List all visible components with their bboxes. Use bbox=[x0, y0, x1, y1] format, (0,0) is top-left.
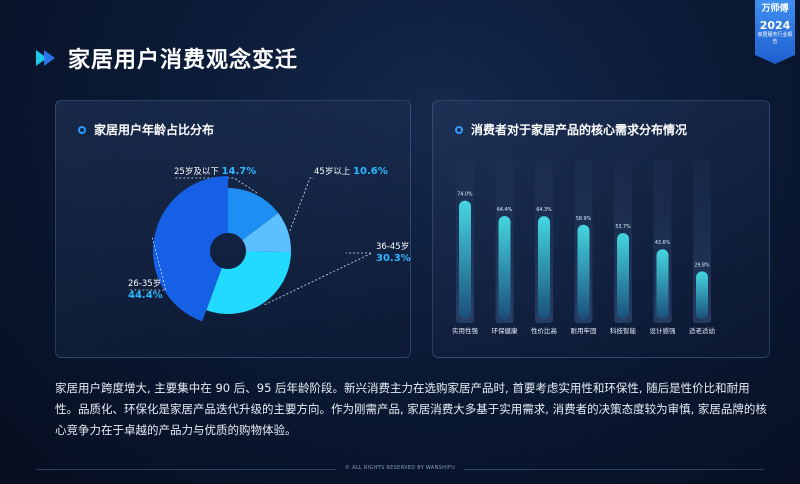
badge-brand: 万师傅 bbox=[761, 4, 789, 14]
summary-paragraph: 家居用户跨度增大, 主要集中在 90 后、95 后年龄阶段。新兴消费主力在选购家… bbox=[55, 381, 767, 437]
leader-line-36-45- bbox=[264, 252, 373, 306]
bar-2-column bbox=[498, 215, 511, 319]
bar-4-category-label: 耐用牢固 bbox=[571, 326, 597, 335]
bar-3-category-label: 性价比高 bbox=[531, 326, 558, 335]
bar-2-category-label: 环保健康 bbox=[492, 326, 519, 335]
leader-line-25- bbox=[174, 177, 258, 194]
donut-slice-25- bbox=[228, 188, 279, 241]
bar-6-category-label: 设计感强 bbox=[650, 326, 677, 335]
title-row: 家居用户消费观念变迁 bbox=[36, 42, 298, 74]
bar-5-category-label: 科技智能 bbox=[610, 326, 637, 335]
age-chart-title: 家居用户年龄占比分布 bbox=[94, 123, 215, 137]
demand-distribution-panel: 消费者对于家居产品的核心需求分布情况 74.0% 实用性强 64.4% 环保健康 64.… bbox=[432, 100, 770, 358]
donut-slice-45- bbox=[242, 213, 291, 253]
slice-value-45-: 10.6% bbox=[353, 166, 388, 177]
bar-6-column bbox=[656, 249, 669, 319]
bar-1-column bbox=[459, 200, 471, 319]
badge-year: 2024 bbox=[759, 19, 791, 32]
slice-label-25-: 25岁及以下 14.7% bbox=[174, 166, 256, 177]
slice-label-36-45-: 36-45岁 bbox=[376, 241, 409, 252]
age-distribution-panel: 家居用户年龄占比分布 25岁及以下 14.7% 45岁以上 10.6% 36-45岁… bbox=[55, 100, 411, 358]
slice-label-26-35-: 26-35岁 bbox=[128, 278, 161, 289]
bar-3-value-label: 64.3% bbox=[536, 207, 552, 213]
bar-5-column bbox=[617, 233, 629, 319]
footer-divider-left bbox=[36, 469, 336, 470]
slice-value-36-45-: 30.3% bbox=[376, 253, 411, 264]
slice-label-45-: 45岁以上 10.6% bbox=[314, 166, 388, 177]
age-donut-chart: 25岁及以下 14.7% 45岁以上 10.6% 36-45岁 30.3% 26-35… bbox=[128, 166, 411, 322]
bar-2-value-label: 64.4% bbox=[497, 207, 513, 213]
age-panel-title-row: 家居用户年龄占比分布 bbox=[78, 121, 214, 138]
demand-chart-title: 消费者对于家居产品的核心需求分布情况 bbox=[471, 123, 688, 137]
slice-value-25-: 14.7% bbox=[222, 166, 257, 177]
bar-3-column bbox=[538, 216, 550, 319]
bar-4-value-label: 58.9% bbox=[576, 216, 592, 222]
bar-7-value-label: 29.8% bbox=[694, 262, 710, 268]
demand-panel-title-row: 消费者对于家居产品的核心需求分布情况 bbox=[455, 121, 687, 138]
bar-1-category-label: 实用性强 bbox=[452, 326, 479, 335]
demand-bar-chart: 74.0% 实用性强 64.4% 环保健康 64.3% 性价比高 58.9% 耐用牢固 53.7… bbox=[452, 159, 715, 335]
bullet-ring-icon bbox=[455, 125, 463, 134]
footer-copyright: © ALL RIGHTS RESERVED BY WANSHIFU bbox=[344, 465, 456, 471]
footer-divider-right bbox=[464, 469, 764, 470]
play-arrows-icon bbox=[36, 50, 55, 66]
bar-7-column bbox=[696, 271, 708, 319]
bar-1-value-label: 74.0% bbox=[457, 192, 473, 198]
donut-slice-36-45- bbox=[206, 251, 291, 314]
bar-6-value-label: 43.6% bbox=[655, 240, 671, 246]
bar-5-value-label: 53.7% bbox=[615, 224, 631, 230]
leader-line-45- bbox=[289, 177, 314, 232]
bar-7-category-label: 适老适幼 bbox=[689, 326, 715, 335]
report-badge: 万师傅 2024 家居服务行业报告 bbox=[755, 0, 795, 64]
bar-4-column bbox=[577, 224, 590, 319]
slice-value-26-35-: 44.4% bbox=[128, 290, 163, 301]
page-title: 家居用户消费观念变迁 bbox=[68, 48, 299, 73]
badge-subtitle: 家居服务行业报告 bbox=[757, 32, 793, 45]
bullet-ring-icon bbox=[78, 125, 86, 134]
donut-slice-26-35- bbox=[152, 176, 228, 322]
